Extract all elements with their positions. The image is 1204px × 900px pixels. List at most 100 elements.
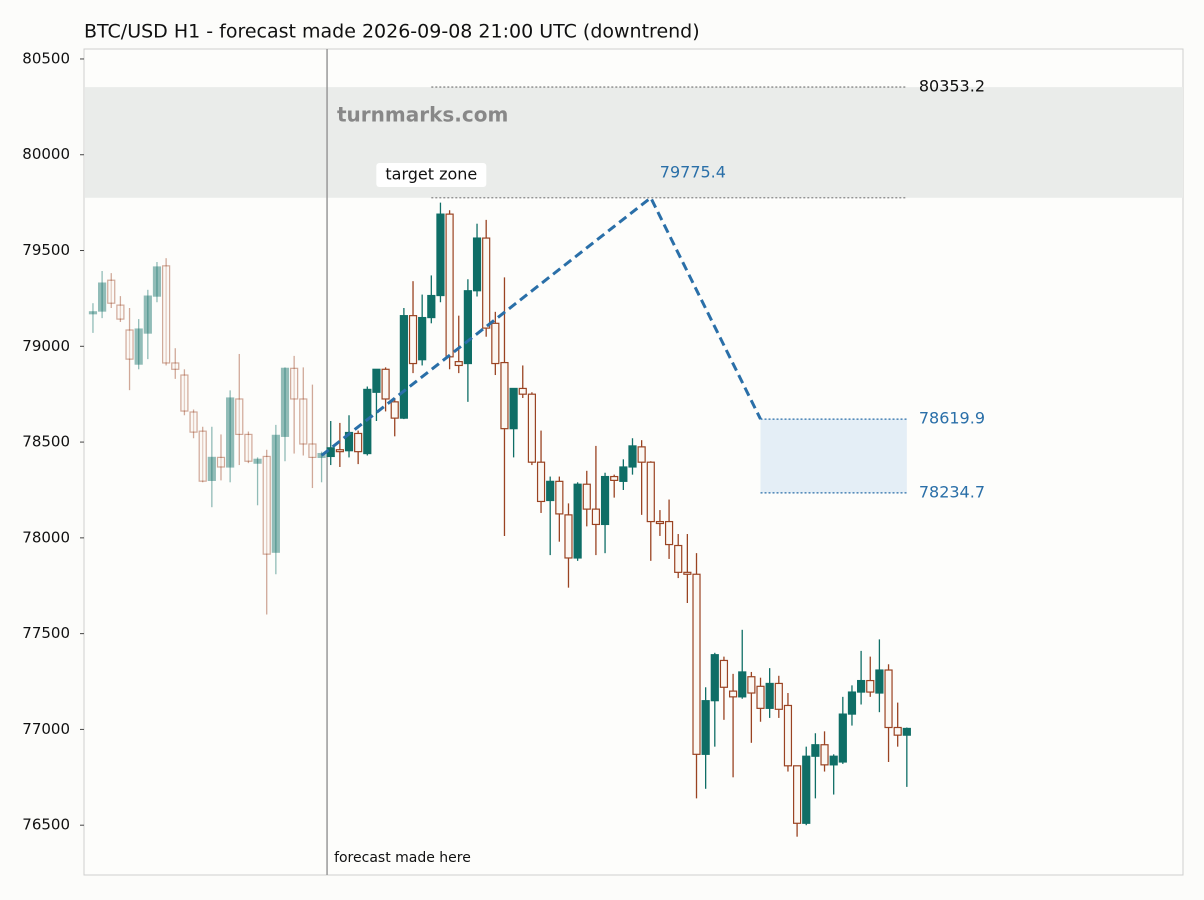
candle-down (820, 744, 829, 766)
candle-down (783, 704, 793, 767)
candle-down (354, 432, 363, 453)
y-tick-label: 80000 (22, 145, 70, 163)
candle-up (509, 387, 518, 430)
candle-down (527, 393, 537, 463)
candle-up (546, 480, 555, 502)
candle-down (262, 455, 271, 555)
candle-up (701, 700, 710, 755)
watermark: turnmarks.com (337, 103, 508, 127)
candle-up (88, 311, 98, 315)
candle-up (226, 397, 235, 468)
candle-up (738, 671, 747, 698)
candle-down (664, 520, 674, 546)
candle-down (591, 508, 601, 526)
candle-down (884, 669, 893, 729)
candle-down (792, 765, 802, 824)
candle-down (610, 475, 619, 481)
candle-up (802, 755, 811, 824)
candle-up (847, 691, 857, 715)
candle-up (600, 475, 610, 526)
candle-up (134, 328, 143, 365)
candle-up (857, 679, 866, 693)
forecast-label: forecast made here (334, 850, 471, 866)
y-tick-label: 79000 (22, 337, 70, 355)
target-zone-label-box (376, 163, 487, 187)
candle-down (308, 443, 317, 459)
level-label: 78619.9 (919, 409, 985, 428)
candle-down (719, 659, 729, 688)
level-label: 79775.4 (660, 162, 726, 181)
candle-up (710, 654, 719, 702)
candle-up (902, 727, 911, 736)
candle-down (198, 430, 207, 482)
candle-down (107, 279, 116, 304)
candle-down (582, 483, 591, 510)
candle-down (216, 456, 226, 468)
candle-up (463, 290, 472, 365)
candle-up (399, 315, 408, 419)
candle-down (774, 682, 783, 710)
chart-title: BTC/USD H1 - forecast made 2026-09-08 21… (84, 21, 700, 43)
candle-down (390, 401, 399, 419)
candle-down (491, 322, 500, 365)
candle-down (290, 367, 299, 400)
candle-up (875, 669, 884, 694)
candle-down (536, 461, 546, 503)
candle-down (500, 361, 509, 430)
candle-down (335, 449, 344, 453)
candle-down (381, 368, 390, 400)
candle-up (152, 266, 162, 297)
candle-down (637, 446, 646, 463)
candle-down (866, 679, 875, 693)
candle-down (728, 690, 738, 698)
candle-down (162, 265, 171, 364)
forecast-zone (760, 419, 907, 493)
candle-down (408, 315, 418, 365)
candle-down (747, 676, 756, 694)
candle-up (317, 452, 326, 459)
candle-down (116, 304, 125, 320)
y-tick-label: 78500 (22, 433, 70, 451)
forecast-path (320, 195, 762, 457)
candle-up (619, 466, 628, 482)
candle-down (180, 374, 189, 412)
candle-up (472, 237, 482, 292)
y-tick-label: 80500 (22, 49, 70, 67)
candle-up (427, 294, 436, 319)
y-tick-label: 77500 (22, 624, 70, 642)
candle-up (253, 458, 262, 464)
candle-down (454, 361, 463, 367)
target-zone-label: target zone (385, 165, 477, 184)
candle-up (838, 713, 847, 763)
candle-up (628, 445, 637, 468)
candle-down (564, 514, 573, 559)
y-tick-label: 79500 (22, 241, 70, 259)
candle-up (271, 434, 280, 553)
candle-down (125, 329, 134, 360)
candle-up (436, 213, 445, 297)
candle-down (555, 480, 564, 515)
candle-down (445, 213, 454, 358)
candle-down (299, 398, 308, 445)
candle-down (189, 411, 198, 433)
candle-up (418, 316, 427, 361)
candle-up (98, 282, 107, 312)
candle-up (765, 682, 774, 709)
candle-down (518, 387, 527, 395)
candle-down (674, 544, 683, 573)
target-zone (85, 87, 1183, 198)
y-tick-label: 78000 (22, 528, 70, 546)
candle-down (683, 571, 692, 575)
candle-down (655, 520, 665, 525)
y-tick-label: 77000 (22, 720, 70, 738)
candle-up (811, 744, 820, 757)
candle-down (235, 398, 244, 436)
candle-down (756, 685, 765, 709)
candle-up (207, 456, 216, 481)
candle-up (573, 483, 582, 559)
candle-up (829, 755, 838, 766)
candle-down (171, 362, 180, 370)
level-label: 78234.7 (919, 482, 985, 501)
candle-up (280, 367, 290, 437)
